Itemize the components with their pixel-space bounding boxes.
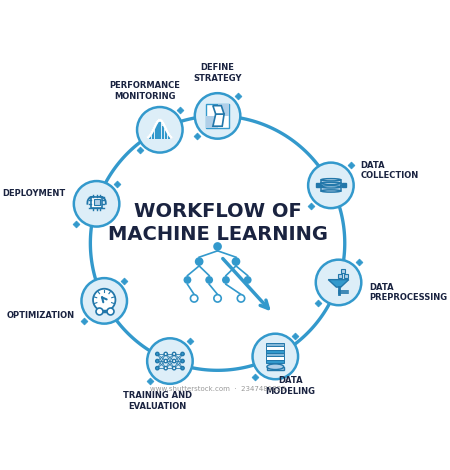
FancyBboxPatch shape: [91, 197, 102, 208]
Circle shape: [172, 352, 176, 356]
Circle shape: [181, 352, 184, 356]
Text: OPTIMIZATION: OPTIMIZATION: [7, 311, 75, 320]
Bar: [266, 360, 284, 363]
FancyBboxPatch shape: [338, 274, 342, 278]
Bar: [152, 130, 154, 140]
Text: TRAINING AND
EVALUATION: TRAINING AND EVALUATION: [123, 392, 192, 411]
Bar: [155, 124, 158, 140]
Text: PERFORMANCE
MONITORING: PERFORMANCE MONITORING: [109, 81, 180, 101]
Circle shape: [195, 257, 203, 266]
Bar: [149, 134, 151, 140]
Bar: [162, 126, 164, 140]
Circle shape: [308, 163, 354, 208]
Circle shape: [137, 107, 183, 153]
Ellipse shape: [267, 364, 284, 369]
Bar: [217, 104, 229, 116]
Ellipse shape: [321, 179, 341, 181]
Bar: [266, 353, 284, 356]
Circle shape: [252, 334, 298, 379]
FancyBboxPatch shape: [321, 180, 341, 184]
Ellipse shape: [321, 190, 341, 192]
Circle shape: [181, 360, 184, 363]
Circle shape: [74, 181, 119, 227]
Bar: [158, 122, 161, 140]
Circle shape: [222, 276, 230, 284]
FancyBboxPatch shape: [267, 367, 284, 370]
Circle shape: [93, 289, 116, 311]
Text: DATA
COLLECTION: DATA COLLECTION: [360, 161, 418, 180]
Circle shape: [214, 295, 221, 302]
Ellipse shape: [321, 186, 341, 188]
Circle shape: [172, 360, 176, 363]
Bar: [168, 134, 171, 140]
FancyBboxPatch shape: [321, 183, 341, 188]
Bar: [165, 131, 167, 140]
Circle shape: [172, 367, 176, 370]
Circle shape: [164, 360, 167, 363]
FancyBboxPatch shape: [321, 187, 341, 191]
Bar: [266, 350, 284, 353]
FancyBboxPatch shape: [343, 274, 348, 278]
Circle shape: [184, 276, 191, 284]
Circle shape: [181, 367, 184, 370]
Circle shape: [156, 352, 159, 356]
Ellipse shape: [321, 182, 341, 184]
FancyBboxPatch shape: [341, 269, 345, 273]
Circle shape: [147, 338, 193, 384]
Bar: [266, 343, 284, 346]
Text: DATA
MODELING: DATA MODELING: [265, 376, 315, 396]
Polygon shape: [213, 106, 224, 114]
Text: www.shutterstock.com  ·  2347481023: www.shutterstock.com · 2347481023: [150, 386, 285, 392]
Circle shape: [156, 360, 159, 363]
Bar: [206, 116, 217, 127]
Text: DATA
PREPROCESSING: DATA PREPROCESSING: [370, 282, 448, 303]
Circle shape: [316, 259, 361, 305]
Circle shape: [156, 367, 159, 370]
Circle shape: [232, 257, 240, 266]
Polygon shape: [213, 114, 224, 126]
Circle shape: [81, 278, 127, 324]
Circle shape: [164, 367, 167, 370]
Circle shape: [244, 276, 252, 284]
Bar: [266, 356, 284, 360]
Polygon shape: [328, 280, 349, 287]
Circle shape: [190, 295, 198, 302]
Text: WORKFLOW OF: WORKFLOW OF: [134, 202, 302, 221]
Bar: [266, 346, 284, 350]
Circle shape: [205, 276, 213, 284]
FancyBboxPatch shape: [206, 104, 229, 127]
Circle shape: [213, 242, 222, 251]
Circle shape: [237, 295, 245, 302]
Text: DEPLOYMENT: DEPLOYMENT: [2, 189, 65, 198]
Text: MACHINE LEARNING: MACHINE LEARNING: [108, 225, 328, 244]
FancyBboxPatch shape: [94, 199, 99, 205]
Circle shape: [195, 93, 240, 139]
Text: DEFINE
STRATEGY: DEFINE STRATEGY: [194, 63, 242, 83]
Circle shape: [164, 352, 167, 356]
